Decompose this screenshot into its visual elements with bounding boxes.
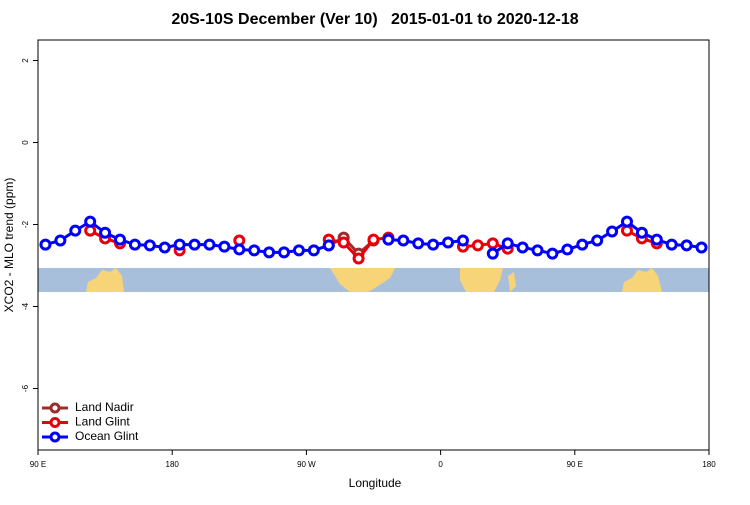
legend-marker [49, 431, 61, 443]
point [352, 252, 365, 265]
chart-title: 20S-10S December (Ver 10) 2015-01-01 to … [171, 11, 578, 28]
point [635, 226, 648, 239]
point [233, 243, 246, 256]
x-tick-label: 180 [166, 460, 180, 469]
point [84, 215, 97, 228]
point [248, 244, 261, 257]
x-tick-label: 180 [702, 460, 716, 469]
point [501, 237, 514, 250]
point [337, 236, 350, 249]
x-tick-label: 90 E [567, 460, 583, 469]
point [114, 233, 127, 246]
legend-label: Land Nadir [75, 400, 134, 414]
point [307, 244, 320, 257]
y-tick-label: -2 [21, 220, 30, 228]
point [486, 247, 499, 260]
point [456, 234, 469, 247]
point [69, 224, 82, 237]
point [143, 239, 156, 252]
point [650, 233, 663, 246]
legend-label: Ocean Glint [75, 429, 139, 443]
point [516, 241, 529, 254]
point [620, 215, 633, 228]
point [382, 233, 395, 246]
plot-frame [37, 39, 710, 451]
point [695, 241, 708, 254]
point [427, 238, 440, 251]
point [606, 225, 619, 238]
point [531, 244, 544, 257]
x-tick-label: 90 E [30, 460, 46, 469]
legend-marker [49, 417, 61, 428]
point [546, 247, 559, 260]
point [412, 237, 425, 250]
legend-marker [49, 402, 61, 414]
point [442, 236, 455, 249]
y-tick-label: -6 [21, 384, 30, 392]
y-tick-label: 2 [21, 58, 30, 63]
point [218, 240, 231, 253]
point [397, 234, 410, 247]
point [99, 226, 112, 239]
point [486, 237, 499, 250]
point [322, 239, 335, 252]
point [665, 238, 678, 251]
x-tick-label: 0 [438, 460, 443, 469]
legend-label: Land Glint [75, 415, 130, 429]
point [680, 239, 693, 252]
y-tick-label: 0 [21, 140, 30, 145]
point [292, 244, 305, 257]
map-strip [38, 268, 709, 292]
point [203, 238, 216, 251]
x-tick-label: 90 W [297, 460, 316, 469]
point [471, 239, 484, 252]
point [591, 234, 604, 247]
point [128, 238, 141, 251]
point [367, 233, 380, 246]
point [576, 238, 589, 251]
point [54, 234, 67, 247]
x-axis-label: Longitude [349, 476, 402, 490]
point [188, 238, 201, 251]
y-axis-label: XCO2 - MLO trend (ppm) [2, 178, 16, 313]
point [278, 246, 291, 259]
y-tick-label: -4 [21, 302, 30, 310]
point [39, 238, 52, 251]
point [173, 238, 186, 251]
point [263, 246, 276, 259]
point [158, 241, 171, 254]
point [561, 243, 574, 256]
